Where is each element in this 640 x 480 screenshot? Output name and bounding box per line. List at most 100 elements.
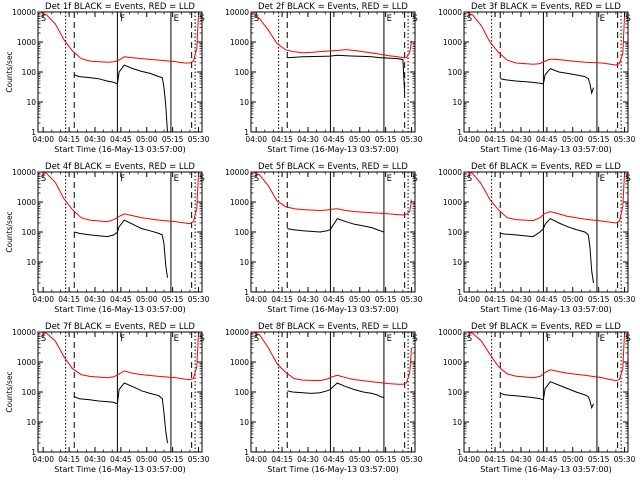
y-tick-label: 100 [235,388,250,397]
series-lld-line [465,11,625,66]
event-marker-label: S [467,174,472,184]
y-tick-label: 10 [26,258,36,267]
plot-frame [250,171,416,293]
x-axis-label: Start Time (16-May-13 03:57:00) [267,145,398,154]
x-axis-label: Start Time (16-May-13 03:57:00) [54,305,185,314]
x-tick-label: 04:30 [297,295,319,304]
y-tick-label: 1000 [17,358,36,367]
chart-title: Det 8f BLACK = Events, RED = LLD [258,322,408,332]
event-marker-label: S [413,174,418,184]
x-tick-label: 04:45 [323,295,345,304]
x-tick-label: 05:00 [349,455,371,464]
plot-frame [37,171,203,293]
x-tick-label: 05:30 [401,455,423,464]
event-marker-label: E [174,174,179,184]
x-axis-label: Start Time (16-May-13 03:57:00) [267,465,398,474]
x-tick-label: 05:30 [188,455,210,464]
event-marker-label: S [413,14,418,24]
y-tick-label: 10 [239,258,249,267]
y-tick-label: 10000 [438,168,462,177]
y-axis-label: Counts/sec [5,211,14,252]
x-tick-label: 05:00 [136,455,158,464]
x-tick-label: 04:00 [458,455,480,464]
y-tick-label: 10 [452,418,462,427]
chart-title: Det 9f BLACK = Events, RED = LLD [471,322,621,332]
event-marker-label: F [120,174,125,184]
x-tick-label: 05:00 [349,295,371,304]
x-tick-label: 04:00 [245,455,267,464]
x-tick-label: 05:15 [162,135,184,144]
event-marker-label: S [254,334,259,344]
x-tick-label: 05:15 [162,455,184,464]
chart-title: Det 7f BLACK = Events, RED = LLD [45,322,195,332]
x-tick-label: 04:45 [536,295,558,304]
event-marker-label: E [387,14,392,24]
y-axis-label: Counts/sec [5,51,14,92]
event-marker-label: S [254,14,259,24]
series-events-line [500,217,594,284]
y-tick-label: 10000 [12,8,36,17]
chart-panel: Det 2f BLACK = Events, RED = LLD 1 10 100 10… [225,2,422,154]
chart-panel: Det 4f BLACK = Events, RED = LLD 1 10 100 10… [5,162,210,314]
y-tick-label: 1 [244,128,249,137]
event-marker-label: E [387,174,392,184]
x-tick-label: 05:15 [375,135,397,144]
x-tick-label: 05:15 [375,295,397,304]
x-tick-label: 04:45 [110,295,132,304]
x-tick-label: 04:30 [510,295,532,304]
x-tick-label: 05:30 [614,135,636,144]
event-marker-label: E [387,334,392,344]
event-marker-label: S [254,174,259,184]
x-tick-label: 04:15 [484,295,506,304]
event-marker-label: S [413,334,418,344]
x-tick-label: 05:00 [136,135,158,144]
y-tick-label: 1000 [230,198,249,207]
x-tick-label: 04:45 [536,455,558,464]
y-tick-label: 1000 [230,358,249,367]
x-tick-label: 04:00 [32,135,54,144]
series-lld-line [252,331,412,385]
x-tick-label: 05:15 [588,135,610,144]
y-tick-label: 100 [22,388,37,397]
event-marker-label: F [546,334,551,344]
series-events-line [500,68,594,95]
y-tick-label: 100 [235,228,250,237]
chart-panel: Det 6f BLACK = Events, RED = LLD 1 10 100 10… [438,162,635,314]
event-marker-label: E [600,334,605,344]
y-tick-label: 100 [22,228,37,237]
x-tick-label: 04:45 [110,455,132,464]
x-tick-label: 04:00 [245,295,267,304]
series-events-line [287,54,406,94]
x-tick-label: 04:00 [32,455,54,464]
y-tick-label: 1000 [443,358,462,367]
x-tick-label: 04:15 [271,455,293,464]
y-tick-label: 1 [31,448,36,457]
y-tick-label: 10000 [225,168,249,177]
x-axis-label: Start Time (16-May-13 03:57:00) [480,305,611,314]
series-events-line [74,382,168,444]
event-marker-label: E [174,334,179,344]
y-tick-label: 1000 [230,38,249,47]
series-lld-line [465,171,625,224]
y-tick-label: 1 [457,128,462,137]
x-tick-label: 04:15 [484,135,506,144]
x-axis-label: Start Time (16-May-13 03:57:00) [480,465,611,474]
x-tick-label: 04:30 [510,135,532,144]
x-axis-label: Start Time (16-May-13 03:57:00) [267,305,398,314]
chart-panel: Det 9f BLACK = Events, RED = LLD 1 10 100 10… [438,322,635,474]
x-tick-label: 04:15 [58,455,80,464]
y-axis-label: Counts/sec [5,371,14,412]
y-tick-label: 10000 [12,328,36,337]
y-tick-label: 10 [26,418,36,427]
event-marker-label: S [41,14,46,24]
series-lld-line [39,171,199,225]
x-tick-label: 04:45 [323,455,345,464]
y-tick-label: 10 [452,98,462,107]
series-lld-line [252,11,412,59]
x-tick-label: 05:00 [136,295,158,304]
y-tick-label: 1000 [17,38,36,47]
plot-frame [463,11,629,133]
x-tick-label: 04:30 [297,455,319,464]
x-tick-label: 05:00 [562,135,584,144]
y-tick-label: 1000 [17,198,36,207]
